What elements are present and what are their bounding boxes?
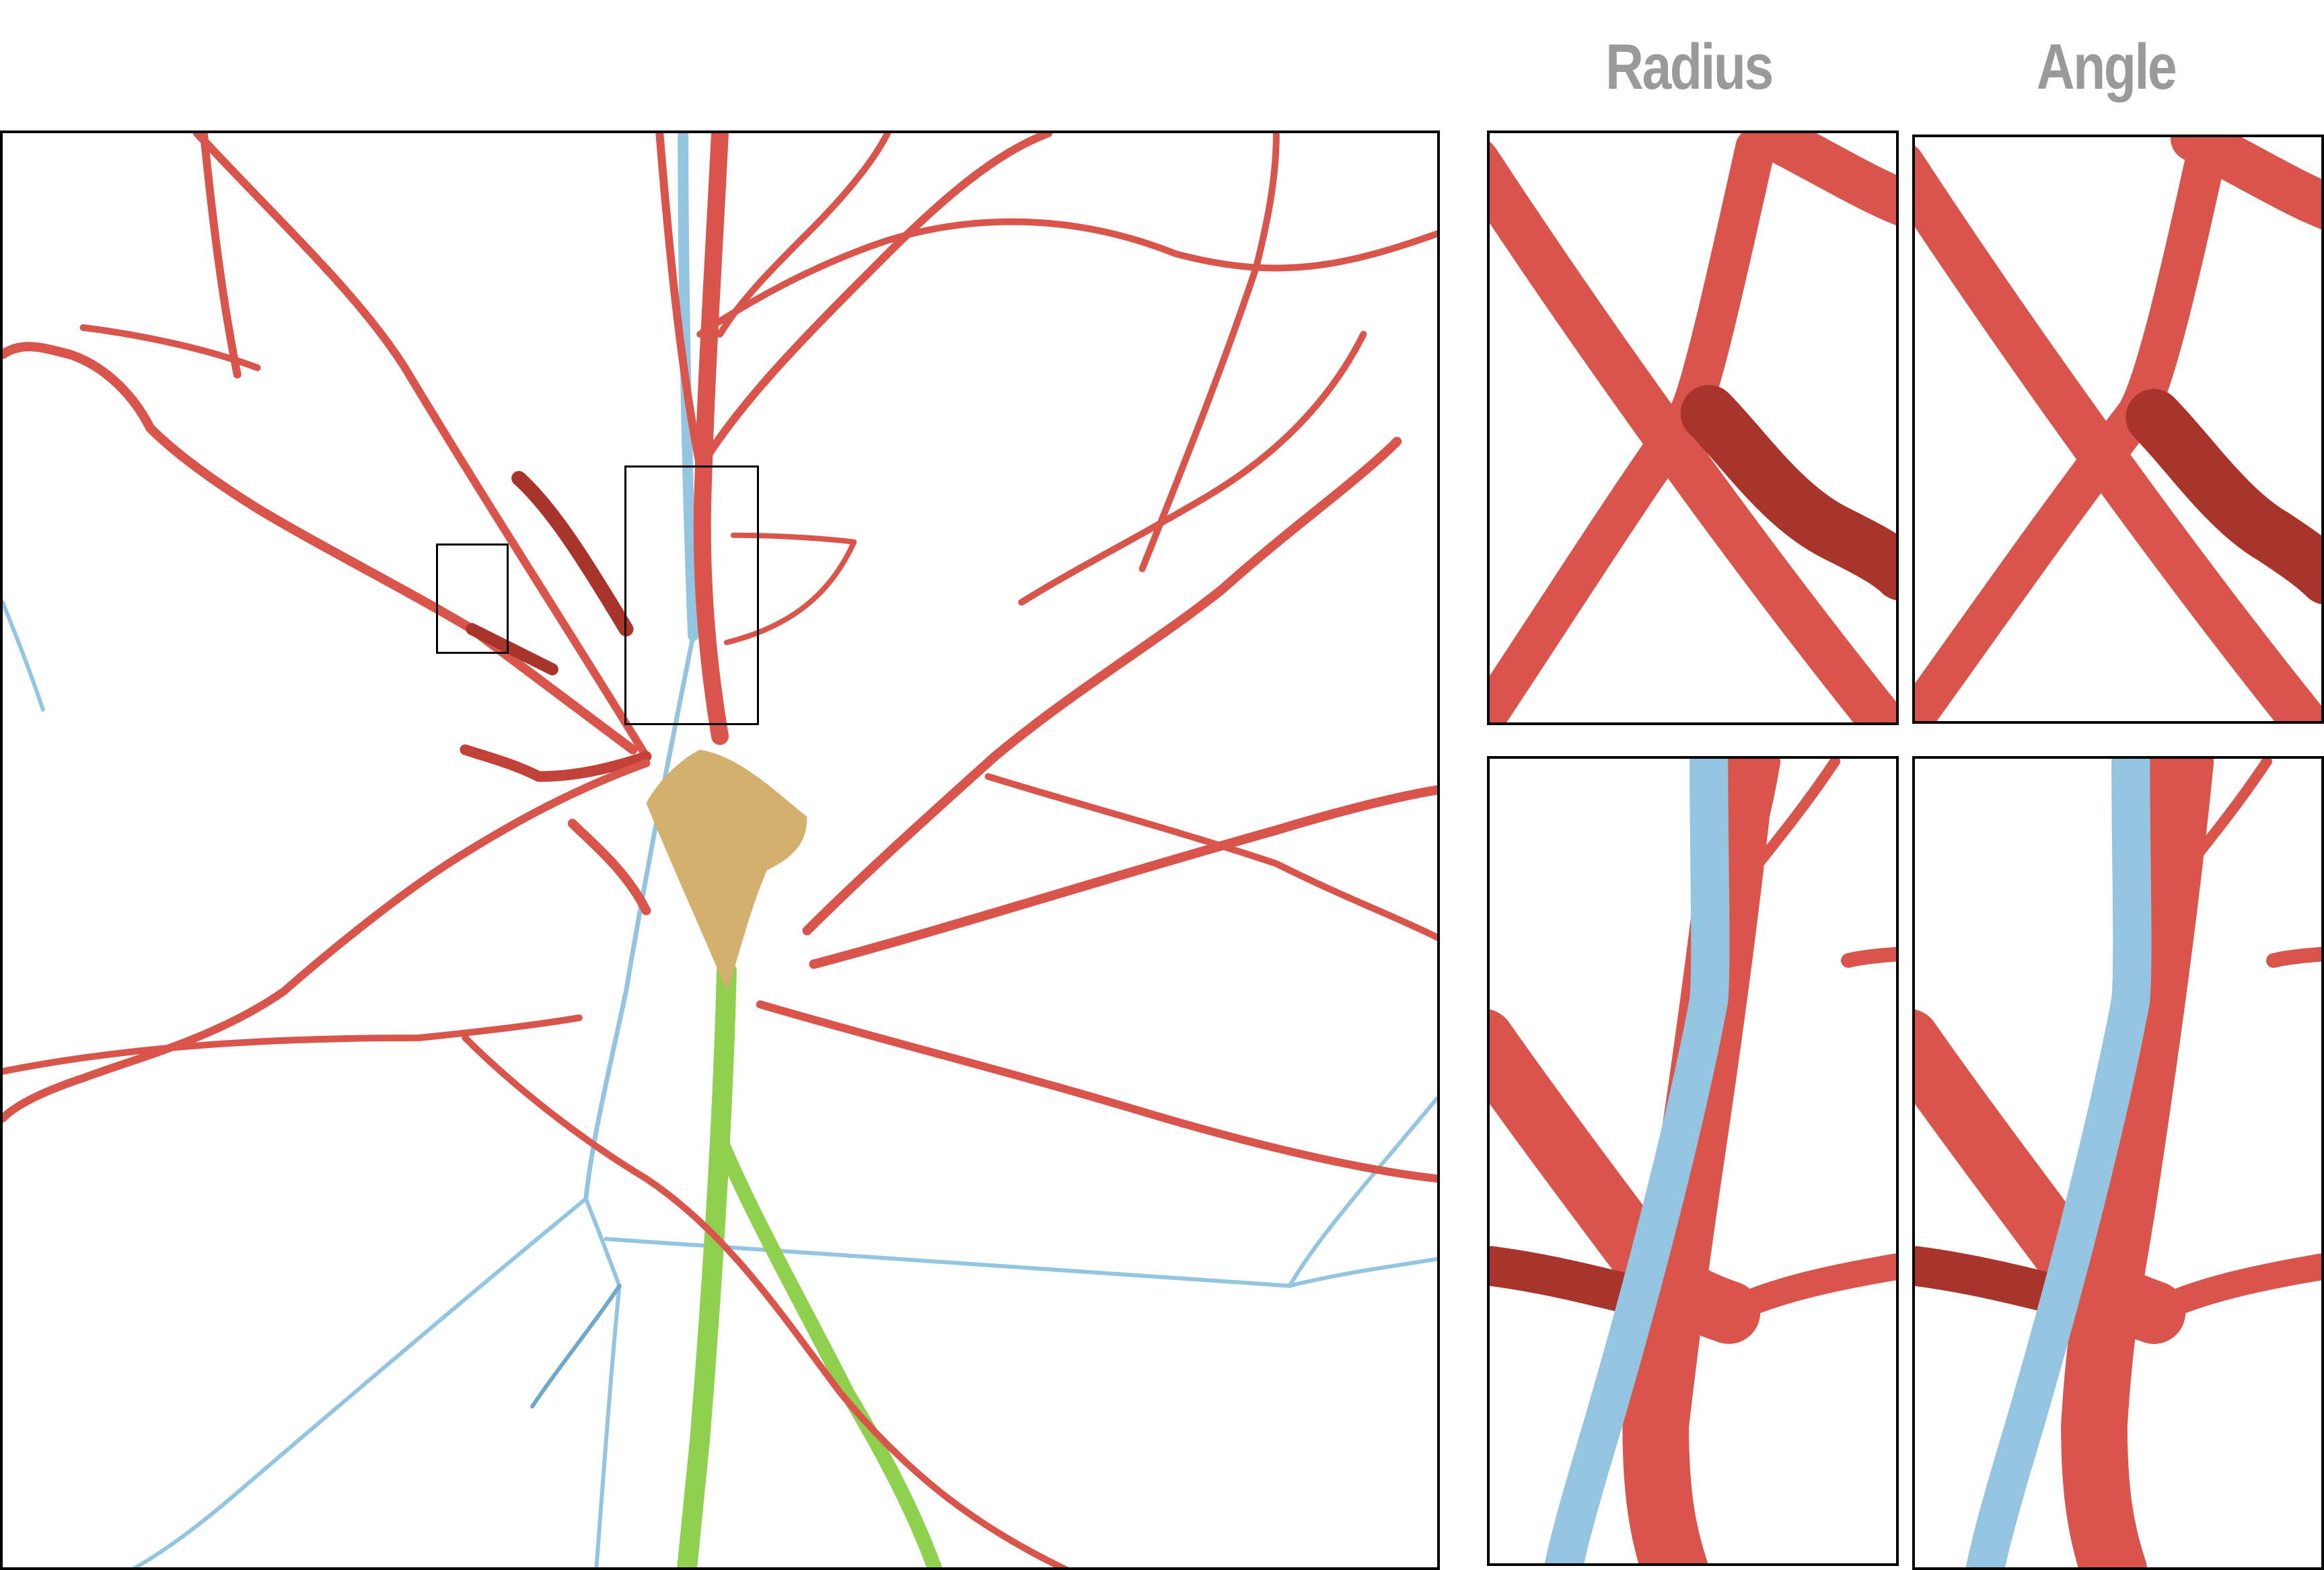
dendrite-branches bbox=[3, 133, 1437, 1567]
trunk-render-angle bbox=[1915, 759, 2321, 1567]
angle-column-title: Angle bbox=[2036, 31, 2177, 103]
angle-zoom-trunk bbox=[1912, 756, 2324, 1570]
dendrite-shadow-segments bbox=[466, 471, 634, 675]
inset-marker-crossing bbox=[436, 544, 509, 654]
radius-zoom-trunk bbox=[1487, 756, 1899, 1566]
inset-marker-trunk bbox=[624, 465, 759, 725]
angle-zoom-crossing bbox=[1912, 135, 2324, 724]
radius-zoom-crossing bbox=[1487, 130, 1899, 725]
apical-dendrite bbox=[677, 961, 942, 1567]
trunk-render-radius bbox=[1490, 759, 1896, 1563]
crossing-render-angle bbox=[1915, 137, 2321, 721]
main-neuron-view bbox=[0, 130, 1440, 1570]
radius-column-title: Radius bbox=[1605, 31, 1774, 103]
soma bbox=[646, 749, 807, 992]
neuron-render bbox=[3, 133, 1437, 1567]
crossing-render-radius bbox=[1490, 133, 1896, 722]
